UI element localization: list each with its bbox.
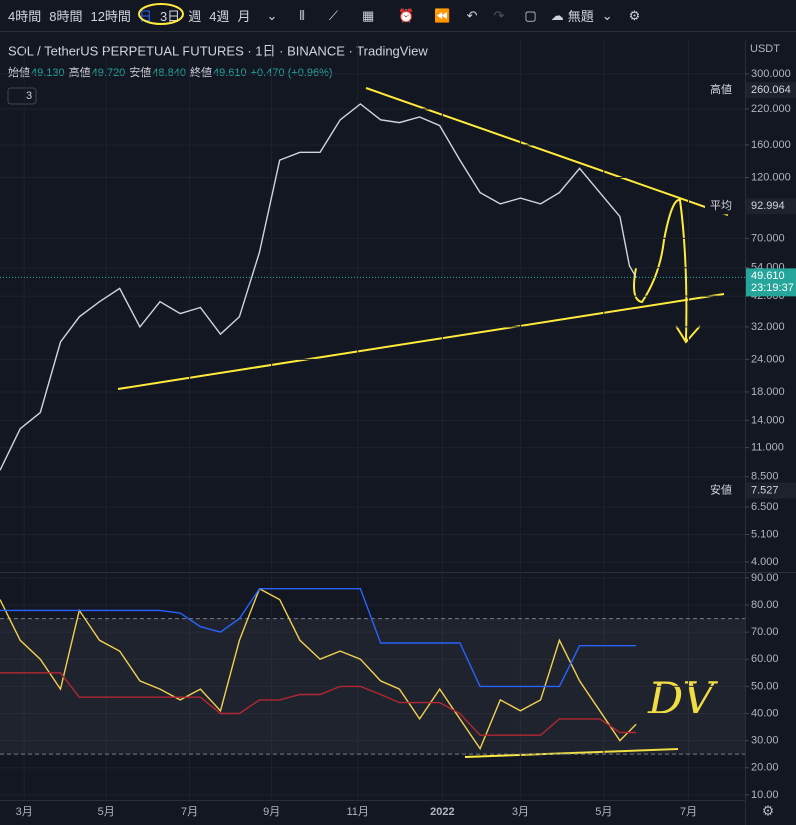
last-price-tag (746, 268, 796, 297)
replay[interactable]: ⏪ (434, 7, 451, 23)
price-tag-name: 安値 (710, 482, 732, 496)
countdown: 23:19:37 (751, 282, 794, 294)
interval[interactable]: 月 (237, 9, 251, 24)
y-tick-label: 160.000 (751, 139, 791, 151)
currency: USDT (750, 43, 780, 55)
symbol: SOL / TetherUS PERPETUAL FUTURES · 1日 · … (8, 43, 428, 58)
trend-line (365, 87, 729, 216)
last-price: 49.610 (751, 270, 785, 282)
y-tick-label: 80.00 (751, 599, 779, 611)
price-line (0, 103, 637, 471)
oscillator-line (0, 587, 637, 751)
toolbar: 4時間 8時間 12時間 日 3日 週 4週 月 ⌄ ⫴ ⟋ ▦ ⏰ ⏪ ↶ ↷… (0, 0, 796, 32)
y-tick-label: 10.00 (751, 789, 779, 801)
band-fill (0, 618, 745, 755)
fullscreen[interactable]: ▢ (524, 7, 537, 23)
cloud[interactable]: ☁ (550, 7, 564, 23)
y-tick-label: 40.00 (751, 707, 779, 719)
y-tick-label: 4.000 (751, 556, 779, 568)
y-tick-label: 220.000 (751, 103, 791, 115)
y-tick-label: 90.00 (751, 572, 779, 584)
ohlc-value: 49.130 (31, 67, 65, 79)
settings[interactable]: ⚙ (628, 7, 641, 23)
y-tick-label: 70.00 (751, 626, 779, 638)
trend-line (117, 293, 725, 390)
ohlc-value: 49.720 (92, 67, 126, 79)
arrow (633, 199, 701, 344)
y-tick-label: 50.00 (751, 680, 779, 692)
y-tick-label: 5.100 (751, 528, 779, 540)
y-tick-label: 6.500 (751, 501, 779, 513)
redo[interactable]: ↷ (493, 7, 505, 23)
price-tag (746, 198, 796, 215)
indicators[interactable]: ⟋ (328, 7, 338, 23)
price-tag (705, 198, 745, 215)
highlight-circle (138, 3, 184, 25)
y-tick-label: 20.00 (751, 762, 779, 774)
price-tag-value: 7.527 (751, 484, 779, 496)
dropdown[interactable]: ⌄ (601, 7, 613, 23)
x-tick-label: 3月 (16, 806, 33, 818)
alert[interactable]: ⏰ (398, 7, 415, 23)
indicator-toggle[interactable] (7, 87, 37, 105)
ohlc-label: 始値 (8, 65, 30, 79)
y-tick-label: 18.000 (751, 386, 785, 398)
ohlc-label: 安値 (129, 65, 151, 79)
y-tick-label: 30.00 (751, 735, 779, 747)
ohlc-value: 48.840 (152, 67, 186, 79)
layout-name[interactable]: 無題 (567, 9, 594, 24)
price-tag (746, 482, 796, 499)
oscillator-line (0, 588, 637, 688)
x-tick-label: 5月 (98, 806, 115, 818)
x-tick-label: 7月 (680, 806, 697, 818)
y-tick-label: 300.000 (751, 68, 791, 80)
x-tick-label: 9月 (263, 806, 280, 818)
interval[interactable]: 4週 (209, 9, 230, 24)
price-tag-name: 平均 (710, 199, 732, 212)
x-tick-label: 5月 (595, 806, 612, 818)
price-tag (746, 82, 796, 99)
price-tag (705, 482, 745, 499)
ohlc-label: 終値 (190, 65, 212, 79)
price-tag-value: 260.064 (751, 84, 791, 96)
undo[interactable]: ↶ (466, 7, 478, 23)
chart-type[interactable]: ⫴ (299, 7, 305, 23)
dropdown[interactable]: ⌄ (266, 7, 278, 23)
oscillator-line (0, 672, 637, 736)
price-tag-name: 高値 (710, 82, 732, 96)
x-tick-label: 3月 (512, 806, 529, 818)
interval[interactable]: 3日 (159, 9, 181, 24)
ohlc-value: 49.610 (213, 67, 247, 79)
x-tick-label: 7月 (181, 806, 198, 818)
interval[interactable]: 12時間 (90, 9, 131, 24)
x-tick-label: 2022 (430, 806, 454, 818)
price-tag-value: 92.994 (751, 200, 785, 212)
interval[interactable]: 8時間 (49, 9, 83, 24)
indicator-count[interactable]: 3 (26, 90, 32, 102)
y-tick-label: 32.000 (751, 321, 785, 333)
y-tick-label: 24.000 (751, 353, 785, 365)
ohlc-label: 高値 (69, 65, 91, 79)
y-tick-label: 11.000 (751, 442, 784, 454)
y-tick-label: 8.500 (751, 471, 779, 483)
y-tick-label: 70.000 (751, 232, 785, 244)
y-tick-label: 60.00 (751, 653, 779, 665)
templates[interactable]: ▦ (361, 7, 375, 23)
trend-line (464, 748, 679, 758)
y-tick-label: 120.000 (751, 171, 791, 183)
x-tick-label: 11月 (346, 806, 368, 818)
interval[interactable]: 週 (188, 9, 202, 24)
change: +0.470 (+0.96%) (251, 67, 333, 79)
y-tick-label: 14.000 (751, 414, 785, 426)
axis-settings[interactable]: ⚙ (762, 803, 775, 819)
handwritten-note: DV (647, 674, 719, 725)
price-tag (705, 82, 745, 99)
interval[interactable]: 4時間 (8, 9, 42, 24)
